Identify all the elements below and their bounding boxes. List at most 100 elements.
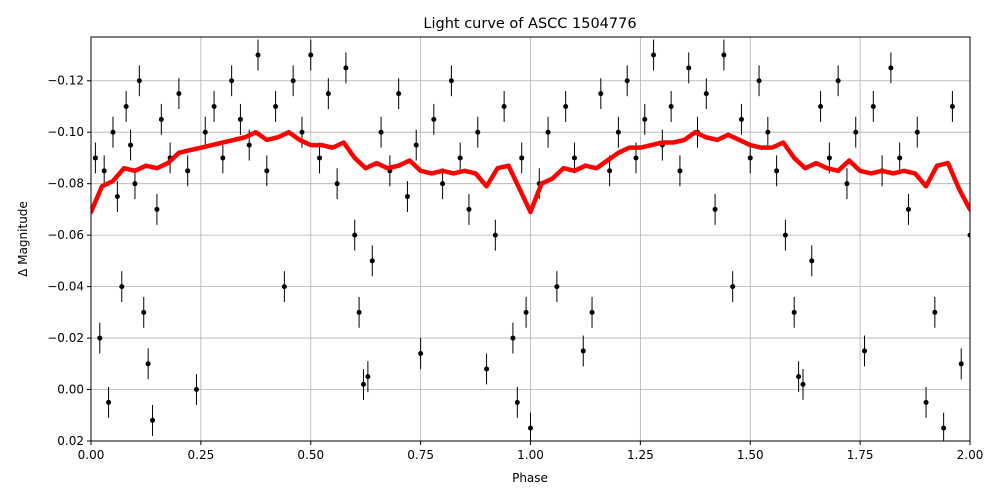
x-tick-label: 1.25 <box>627 448 654 462</box>
x-tick-label: 0.00 <box>78 448 105 462</box>
x-tick-label: 0.50 <box>297 448 324 462</box>
x-tick-label: 1.50 <box>737 448 764 462</box>
data-point <box>150 417 156 423</box>
data-point <box>229 78 235 84</box>
x-axis-label: Phase <box>512 471 548 485</box>
data-point <box>193 387 199 393</box>
data-point <box>237 116 243 122</box>
data-point <box>281 284 287 290</box>
data-point <box>202 129 208 135</box>
data-point <box>554 284 560 290</box>
data-point <box>404 194 410 200</box>
data-point <box>774 168 780 174</box>
data-point <box>356 309 362 315</box>
x-tick-label: 2.00 <box>957 448 984 462</box>
data-point <box>523 309 529 315</box>
data-point <box>255 52 261 58</box>
y-tick-label: −0.06 <box>47 228 84 242</box>
data-point <box>492 232 498 238</box>
data-point <box>826 155 832 161</box>
data-point <box>369 258 375 264</box>
data-point <box>888 65 894 71</box>
y-tick-label: −0.10 <box>47 125 84 139</box>
y-tick-label: 0.00 <box>57 383 84 397</box>
data-point <box>607 168 613 174</box>
data-point <box>176 91 182 97</box>
data-point <box>352 232 358 238</box>
chart-title: Light curve of ASCC 1504776 <box>423 16 636 32</box>
data-point <box>642 116 648 122</box>
data-point <box>466 206 472 212</box>
data-point <box>862 348 868 354</box>
data-point <box>273 103 279 109</box>
data-point <box>756 78 762 84</box>
data-point <box>563 103 569 109</box>
data-point <box>905 206 911 212</box>
data-point <box>110 129 116 135</box>
data-point <box>791 309 797 315</box>
data-point <box>958 361 964 367</box>
data-point <box>145 361 151 367</box>
data-point <box>633 155 639 161</box>
data-point <box>431 116 437 122</box>
data-point <box>624 78 630 84</box>
data-point <box>101 168 107 174</box>
data-point <box>211 103 217 109</box>
data-point <box>703 91 709 97</box>
data-point <box>809 258 815 264</box>
data-point <box>818 103 824 109</box>
data-point <box>598 91 604 97</box>
x-tick-label: 0.25 <box>188 448 215 462</box>
data-point <box>923 399 929 405</box>
data-point <box>949 103 955 109</box>
data-point <box>141 309 147 315</box>
y-tick-label: −0.08 <box>47 177 84 191</box>
data-point <box>686 65 692 71</box>
y-tick-label: −0.04 <box>47 280 84 294</box>
data-point <box>519 155 525 161</box>
x-tick-label: 0.75 <box>407 448 434 462</box>
x-tick-label: 1.75 <box>847 448 874 462</box>
data-point <box>800 381 806 387</box>
y-tick-label: −0.02 <box>47 331 84 345</box>
data-point <box>158 116 164 122</box>
data-point <box>220 155 226 161</box>
data-point <box>475 129 481 135</box>
data-point <box>128 142 134 148</box>
data-point <box>264 168 270 174</box>
data-point <box>730 284 736 290</box>
data-point <box>738 116 744 122</box>
data-point <box>528 425 533 431</box>
data-point <box>136 78 142 84</box>
data-point <box>132 181 138 187</box>
data-point <box>844 181 850 187</box>
data-point <box>721 52 727 58</box>
data-point <box>114 194 120 200</box>
data-point <box>765 129 771 135</box>
y-tick-label: 0.02 <box>57 434 84 448</box>
data-point <box>343 65 349 71</box>
data-point <box>932 309 938 315</box>
data-point <box>185 168 191 174</box>
data-point <box>967 232 970 238</box>
data-point <box>378 129 384 135</box>
data-point <box>396 91 402 97</box>
data-point <box>334 181 340 187</box>
data-point <box>418 351 424 357</box>
data-point <box>325 91 331 97</box>
data-point <box>668 103 674 109</box>
plot-area <box>91 39 970 441</box>
y-tick-label: −0.12 <box>47 74 84 88</box>
data-point <box>545 129 551 135</box>
binned-line <box>91 129 970 215</box>
x-tick-label: 1.00 <box>517 448 544 462</box>
data-point <box>510 335 516 341</box>
data-point <box>484 366 490 372</box>
data-point <box>299 129 305 135</box>
data-point <box>457 155 463 161</box>
data-point <box>97 335 103 341</box>
data-point <box>615 129 621 135</box>
data-point <box>914 129 920 135</box>
